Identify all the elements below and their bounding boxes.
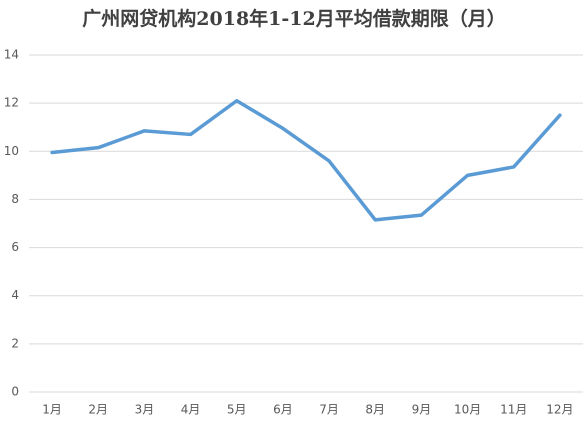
y-tick-label: 12 [4, 96, 19, 110]
y-tick-label: 4 [11, 288, 19, 302]
x-tick-label: 3月 [135, 403, 155, 417]
x-tick-label: 12月 [546, 403, 573, 417]
x-tick-label: 10月 [454, 403, 481, 417]
y-tick-label: 0 [11, 385, 19, 399]
x-tick-label: 5月 [227, 403, 247, 417]
x-tick-label: 6月 [273, 403, 293, 417]
x-tick-label: 7月 [319, 403, 339, 417]
x-tick-label: 8月 [365, 403, 385, 417]
chart-title: 广州网贷机构2018年1-12月平均借款期限（月） [82, 7, 505, 30]
x-tick-label: 1月 [42, 403, 62, 417]
y-tick-label: 2 [11, 336, 19, 350]
y-tick-label: 6 [11, 240, 19, 254]
x-tick-label: 4月 [181, 403, 201, 417]
y-tick-label: 8 [11, 192, 19, 206]
x-tick-label: 11月 [500, 403, 527, 417]
y-tick-label: 10 [4, 144, 19, 158]
x-tick-label: 2月 [88, 403, 108, 417]
data-line [50, 98, 562, 222]
y-tick-label: 14 [4, 48, 19, 62]
x-tick-label: 9月 [412, 403, 432, 417]
